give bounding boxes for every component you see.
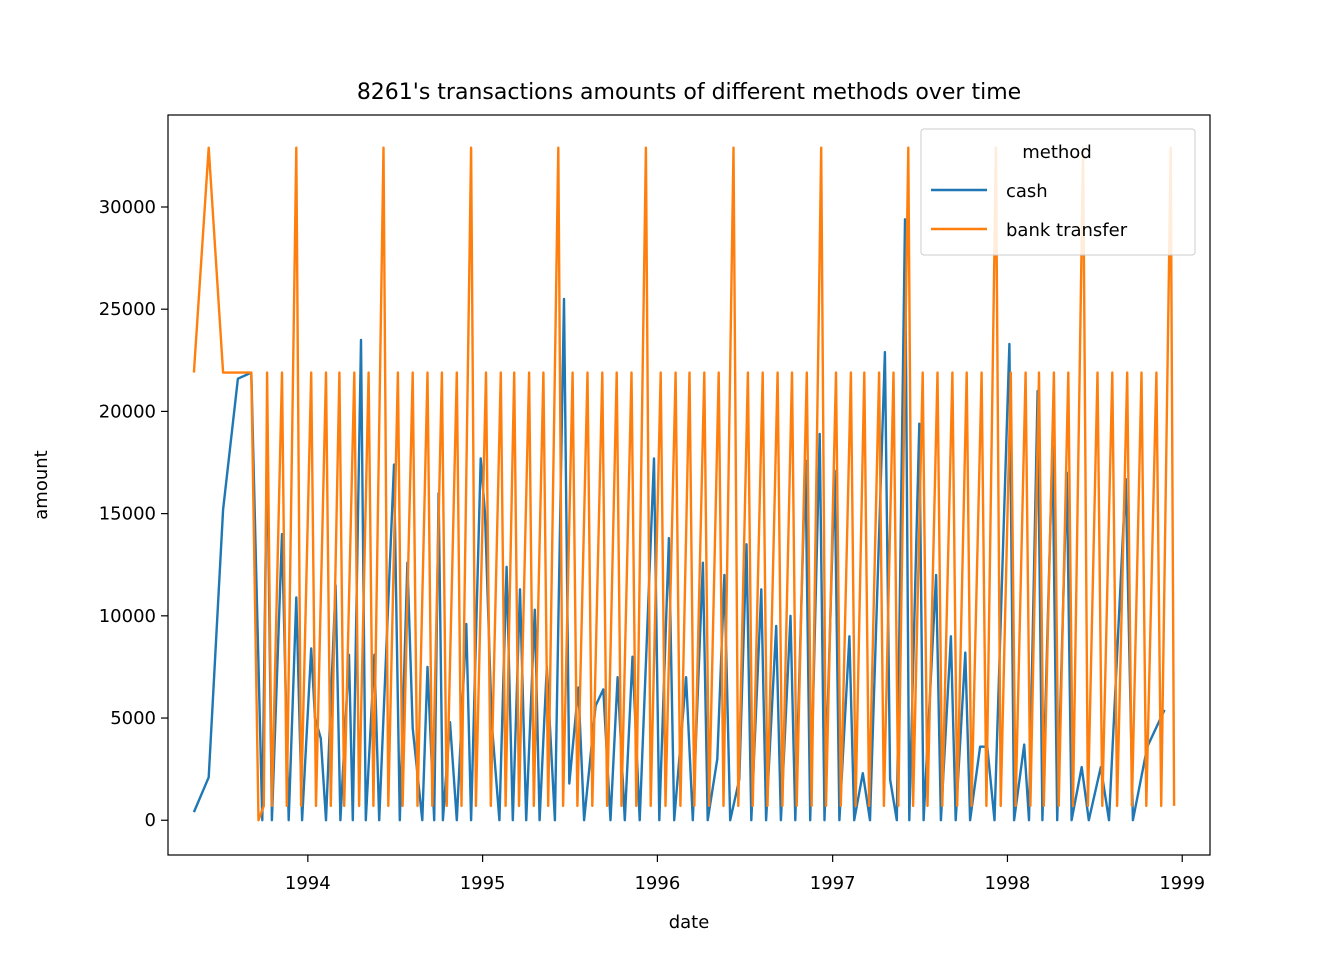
y-tick-label: 5000 [110,708,156,729]
chart-title: 8261's transactions amounts of different… [357,80,1021,105]
x-tick-label: 1998 [985,873,1031,894]
x-tick-label: 1995 [460,873,506,894]
legend-title: method [1022,142,1092,163]
x-tick-label: 1994 [285,873,331,894]
y-tick-label: 0 [145,810,156,831]
y-tick-label: 20000 [99,401,156,422]
x-tick-label: 1999 [1159,873,1205,894]
legend-label-cash: cash [1006,181,1048,202]
legend-box [920,128,1196,256]
y-tick-label: 10000 [99,606,156,627]
legend: method cash bank transfer [920,128,1196,256]
y-tick-label: 30000 [99,197,156,218]
x-axis-label: date [669,912,710,933]
y-tick-label: 25000 [99,299,156,320]
y-axis-label: amount [31,450,52,519]
x-tick-label: 1997 [810,873,856,894]
x-tick-label: 1996 [634,873,680,894]
x-axis: 1994 1995 1996 1997 1998 1999 [285,855,1205,894]
series-layer [192,146,1176,822]
legend-label-bank-transfer: bank transfer [1006,220,1128,241]
plot-frame [167,114,1211,856]
series-line-bank-transfer [192,146,1176,822]
y-axis: 0 5000 10000 15000 20000 25000 30000 [99,197,168,831]
y-tick-label: 15000 [99,504,156,525]
